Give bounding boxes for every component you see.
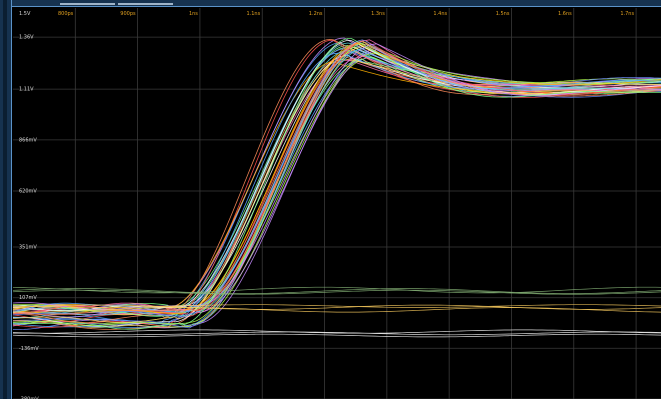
x-tick-label: 1.5ns	[496, 11, 510, 17]
x-tick-label: 1.7ns	[620, 11, 634, 17]
flat-trace	[13, 307, 661, 313]
waveform-series	[12, 43, 661, 328]
x-tick-label: 1.2ns	[309, 11, 323, 17]
waveform-series	[12, 49, 661, 329]
waveform-series	[12, 49, 661, 313]
y-tick-label: 866mV	[19, 137, 37, 143]
top-frame-bar	[0, 0, 661, 7]
x-tick-label: 1.3ns	[371, 11, 385, 17]
y-max-label: 1.5V	[19, 11, 31, 17]
flat-trace	[12, 304, 661, 310]
waveform-series	[13, 38, 661, 330]
flat-trace	[12, 331, 661, 336]
waveform-series	[12, 58, 661, 323]
y-tick-label: 107mV	[19, 295, 37, 301]
flat-trace	[12, 304, 661, 308]
y-tick-label: 351mV	[19, 244, 37, 250]
x-tick-label: 1.6ns	[558, 11, 572, 17]
waveform-series	[12, 46, 661, 316]
axis-labels: 800ps 900ps 1ns 1.1ns 1.2ns 1.3ns 1.4ns 1.5ns 1.…	[19, 11, 634, 399]
x-tick-label: 1.1ns	[246, 11, 260, 17]
flat-trace	[12, 288, 661, 294]
left-frame-bar	[0, 0, 12, 399]
y-tick-label: 1.36V	[19, 35, 34, 41]
y-tick-label: -380mV	[19, 397, 39, 399]
x-tick-label: 900ps	[120, 11, 136, 17]
plot-grid	[13, 8, 661, 399]
waveform-series	[12, 46, 661, 311]
tab-indicator[interactable]	[60, 3, 115, 5]
waveform-series	[12, 39, 661, 318]
waveform-series	[12, 59, 661, 316]
left-scroll-strip[interactable]	[3, 0, 7, 399]
waveform-series	[13, 37, 661, 312]
waveform-series	[12, 42, 661, 314]
waveform-series	[12, 61, 661, 315]
flat-trace	[13, 329, 661, 334]
waveform-series	[12, 55, 661, 312]
x-tick-label: 1ns	[189, 11, 198, 17]
waveform-series	[12, 42, 661, 326]
waveform-series	[12, 47, 661, 317]
x-tick-label: 1.4ns	[433, 11, 447, 17]
y-tick-label: 620mV	[19, 189, 37, 195]
flat-trace	[12, 286, 661, 294]
waveform-series	[12, 40, 661, 316]
waveform-series	[12, 58, 661, 317]
waveform-series	[12, 56, 661, 328]
waveform-series	[12, 43, 661, 310]
waveform-series	[12, 38, 661, 324]
flat-trace	[12, 289, 661, 295]
y-tick-label: -136mV	[19, 346, 39, 352]
y-tick-label: 1.11V	[19, 87, 34, 93]
waveform-traces	[12, 37, 661, 338]
flat-trace	[12, 333, 661, 338]
x-tick-label: 800ps	[58, 11, 74, 17]
tab-indicator[interactable]	[118, 3, 173, 5]
